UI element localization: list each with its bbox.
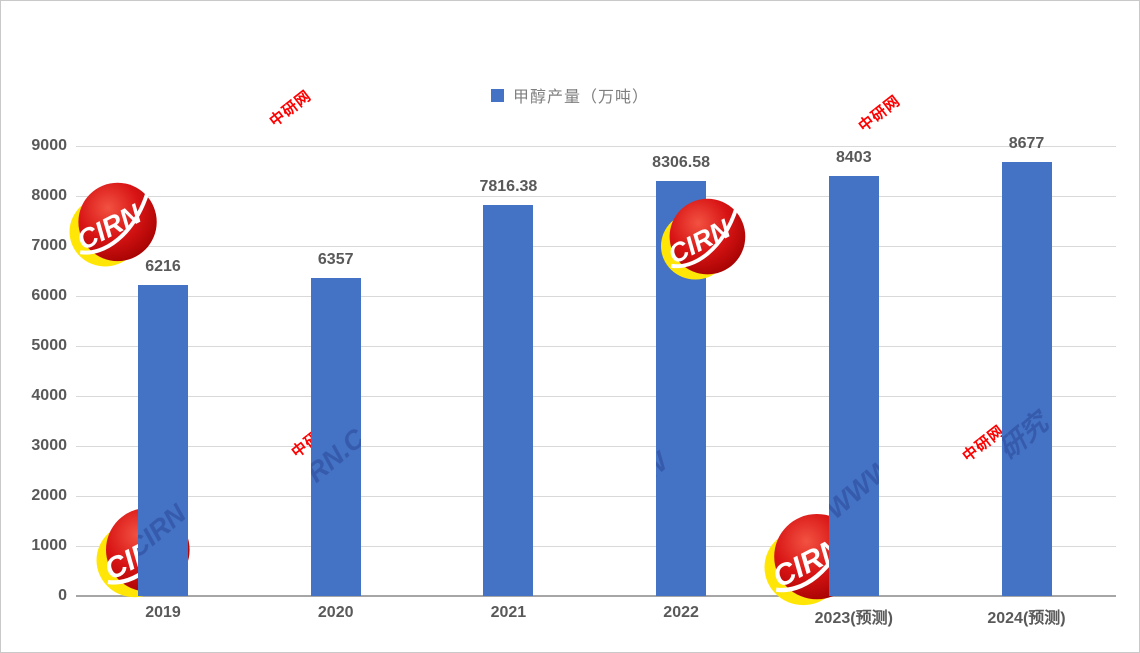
bar-2023(预测): WWW 中	[828, 175, 879, 596]
gridline	[76, 146, 1116, 147]
x-axis-line	[76, 595, 1116, 597]
gridline	[76, 296, 1116, 297]
x-tick-label: 2022	[663, 604, 699, 621]
bar-2024(预测): 研究 .CO	[1001, 162, 1052, 596]
data-label: 8403	[836, 148, 872, 166]
bar-2020: RN.C 研	[310, 278, 361, 596]
data-label: 7816.38	[479, 178, 538, 196]
legend: 甲醇产量（万吨）	[1, 83, 1139, 107]
faint-watermark-fragment: W	[656, 446, 674, 486]
y-tick-label: 8000	[31, 187, 67, 204]
bar-2019: CIRN	[138, 285, 188, 596]
y-axis: 0 1000 2000 3000 4000 5000 6000 7000 8000 9000	[1, 137, 67, 604]
faint-watermark-fragment: RN.C 研	[310, 400, 361, 489]
gridline	[76, 246, 1116, 247]
y-tick-label: 1000	[31, 537, 67, 554]
legend-swatch	[490, 88, 504, 102]
gridline	[76, 396, 1116, 397]
x-tick-label: 2021	[490, 604, 527, 621]
cirn-logo-watermark: CIRN	[68, 181, 160, 270]
y-tick-label: 7000	[31, 237, 67, 254]
x-axis: 2019 2020 2021 2022 2023(预测) 2024(预测)	[76, 604, 1116, 632]
y-tick-label: 4000	[31, 387, 67, 404]
data-label: 8306.58	[652, 153, 711, 171]
y-tick-label: 2000	[31, 487, 67, 504]
y-tick-label: 6000	[31, 287, 67, 304]
faint-watermark-fragment: 研究 .CO	[1001, 371, 1052, 466]
cirn-logo-watermark: CIRN	[660, 197, 748, 283]
x-tick-label: 2023(预测)	[814, 610, 893, 627]
data-label: 6357	[317, 251, 354, 269]
legend-label: 甲醇产量（万吨）	[512, 89, 649, 106]
gridline	[76, 446, 1116, 447]
gridline	[76, 196, 1116, 197]
x-tick-label: 2020	[317, 604, 354, 621]
data-label: 8677	[1008, 135, 1045, 153]
x-tick-label: 2019	[145, 604, 181, 621]
gridline	[76, 346, 1116, 347]
gridline	[76, 496, 1116, 497]
y-tick-label: 5000	[31, 337, 67, 354]
data-label: 6216	[145, 258, 181, 276]
faint-watermark-fragment: WWW 中	[828, 430, 879, 525]
y-tick-label: 3000	[31, 437, 67, 454]
y-tick-label: 0	[58, 587, 67, 604]
plot-area: CIRN 6216 RN.C 研 6357 7816.38 W 8306.58 WWW 中 84…	[76, 135, 1116, 597]
faint-watermark-fragment: CIRN	[138, 498, 188, 564]
bar-2021	[483, 205, 534, 596]
x-tick-label: 2024(预测)	[987, 610, 1066, 627]
y-tick-label: 9000	[31, 137, 67, 154]
gridline	[76, 546, 1116, 547]
